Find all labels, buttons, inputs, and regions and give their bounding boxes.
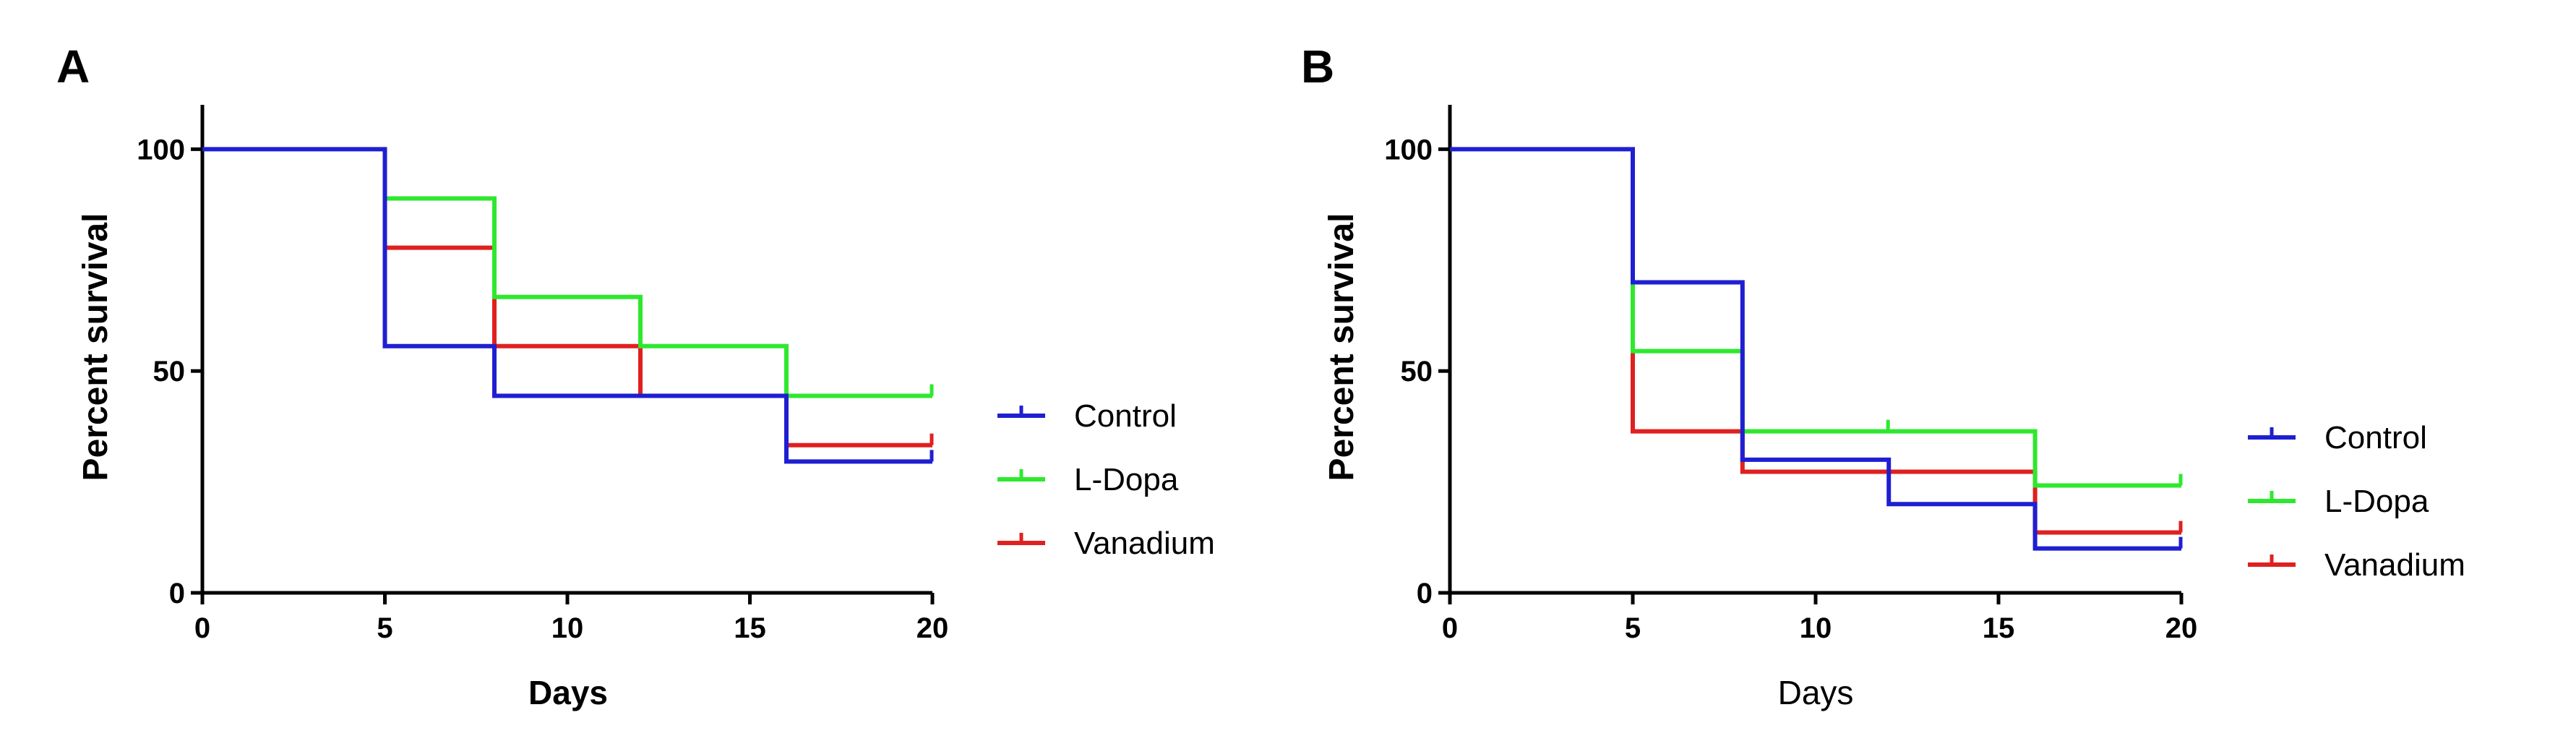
series-control-line	[202, 147, 932, 464]
legend-label-control: Control	[1074, 398, 1177, 434]
y-tick-label: 100	[1384, 134, 1433, 166]
legend-label-vanadium: Vanadium	[2324, 547, 2465, 583]
legend-label-l-dopa: L-Dopa	[1074, 462, 1179, 497]
x-tick-label: 15	[734, 612, 766, 644]
panel-b: B Percent survival Days 0 5 10 15 20 0 50 100 C…	[1301, 40, 2465, 711]
x-tick-label: 20	[916, 612, 949, 644]
legend-label-vanadium: Vanadium	[1074, 526, 1215, 561]
legend-item-vanadium: Vanadium	[2248, 547, 2465, 583]
legend-item-l-dopa: L-Dopa	[2248, 484, 2429, 519]
y-tick-label: 100	[137, 134, 185, 166]
series-layer	[202, 147, 934, 464]
legend-item-control: Control	[2248, 420, 2427, 455]
series-control-line	[1450, 147, 2181, 551]
y-axis-label: Percent survival	[77, 213, 115, 482]
x-tick-label: 20	[2165, 612, 2198, 644]
panel-label: A	[56, 40, 90, 93]
legend: Control L-Dopa Vanadium	[2248, 420, 2465, 583]
x-tick-label: 15	[1983, 612, 2015, 644]
ticks: 0 5 10 15 20 0 50 100	[137, 134, 948, 644]
panel-label: B	[1301, 40, 1334, 93]
ticks: 0 5 10 15 20 0 50 100	[1384, 134, 2197, 644]
series-layer	[1450, 147, 2183, 551]
x-tick-label: 0	[194, 612, 210, 644]
axes	[1448, 105, 2181, 595]
x-tick-label: 10	[1800, 612, 1832, 644]
x-axis-label: Days	[528, 674, 608, 711]
legend-item-l-dopa: L-Dopa	[997, 462, 1179, 497]
series-vanadium-line	[382, 149, 932, 448]
legend-item-control: Control	[997, 398, 1177, 434]
panel-a: A Percent survival Days 0 5 10 15 20 0 50 100 C…	[56, 40, 1215, 711]
y-tick-label: 50	[1401, 356, 1433, 388]
x-tick-label: 5	[1625, 612, 1641, 644]
y-tick-label: 0	[1417, 578, 1433, 609]
axes	[200, 105, 932, 595]
x-tick-label: 0	[1442, 612, 1458, 644]
legend-label-l-dopa: L-Dopa	[2324, 484, 2429, 519]
series-vanadium-line	[1631, 149, 2181, 535]
legend: Control L-Dopa Vanadium	[997, 398, 1215, 561]
legend-label-control: Control	[2324, 420, 2427, 455]
x-tick-label: 5	[377, 612, 392, 644]
y-tick-label: 0	[169, 578, 185, 609]
y-axis-label: Percent survival	[1323, 213, 1361, 482]
series-l-dopa-line	[1631, 149, 2181, 488]
x-tick-label: 10	[551, 612, 584, 644]
x-axis-label: Days	[1778, 674, 1854, 711]
legend-item-vanadium: Vanadium	[997, 526, 1215, 561]
y-tick-label: 50	[153, 356, 186, 388]
series-l-dopa-line	[382, 149, 932, 398]
